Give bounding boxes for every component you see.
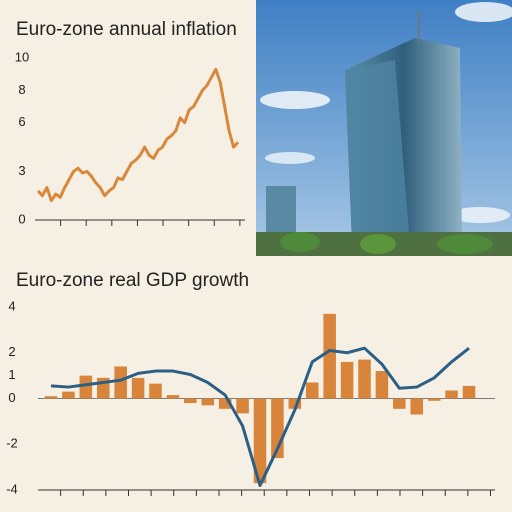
line <box>50 346 470 487</box>
bar <box>131 377 145 399</box>
photo <box>256 0 512 256</box>
bar <box>184 398 197 404</box>
bar <box>410 398 424 415</box>
y-tick-label: 10 <box>15 49 29 64</box>
bar <box>79 375 93 399</box>
y-tick-label: 0 <box>18 211 25 226</box>
y-tick-label: 2 <box>8 344 15 359</box>
bar <box>114 366 127 399</box>
bar <box>44 396 58 399</box>
bar <box>236 398 249 414</box>
bar <box>253 398 267 484</box>
chart-title: Euro-zone real GDP growth <box>16 270 249 291</box>
y-tick-label: -2 <box>6 436 18 451</box>
bar <box>288 398 302 409</box>
bar <box>149 383 162 399</box>
y-tick-label: 0 <box>8 390 15 405</box>
y-tick-label: -4 <box>6 481 18 496</box>
bar <box>218 398 232 409</box>
chart-title: Euro-zone annual inflation <box>16 19 237 40</box>
bar <box>427 398 441 401</box>
y-tick-label: 8 <box>18 82 25 97</box>
bar <box>445 390 458 399</box>
bar <box>166 395 180 399</box>
bar <box>305 382 319 399</box>
bar <box>340 361 354 399</box>
y-tick-label: 6 <box>18 114 25 129</box>
bar <box>201 398 215 406</box>
bar <box>358 359 371 399</box>
bar <box>375 371 389 399</box>
y-tick-label: 1 <box>8 367 15 382</box>
line <box>36 67 240 203</box>
y-tick-label: 3 <box>18 163 25 178</box>
bar <box>393 398 406 409</box>
bar <box>62 391 75 399</box>
bar <box>323 313 336 399</box>
bar <box>462 385 476 399</box>
y-tick-label: 4 <box>8 298 15 313</box>
